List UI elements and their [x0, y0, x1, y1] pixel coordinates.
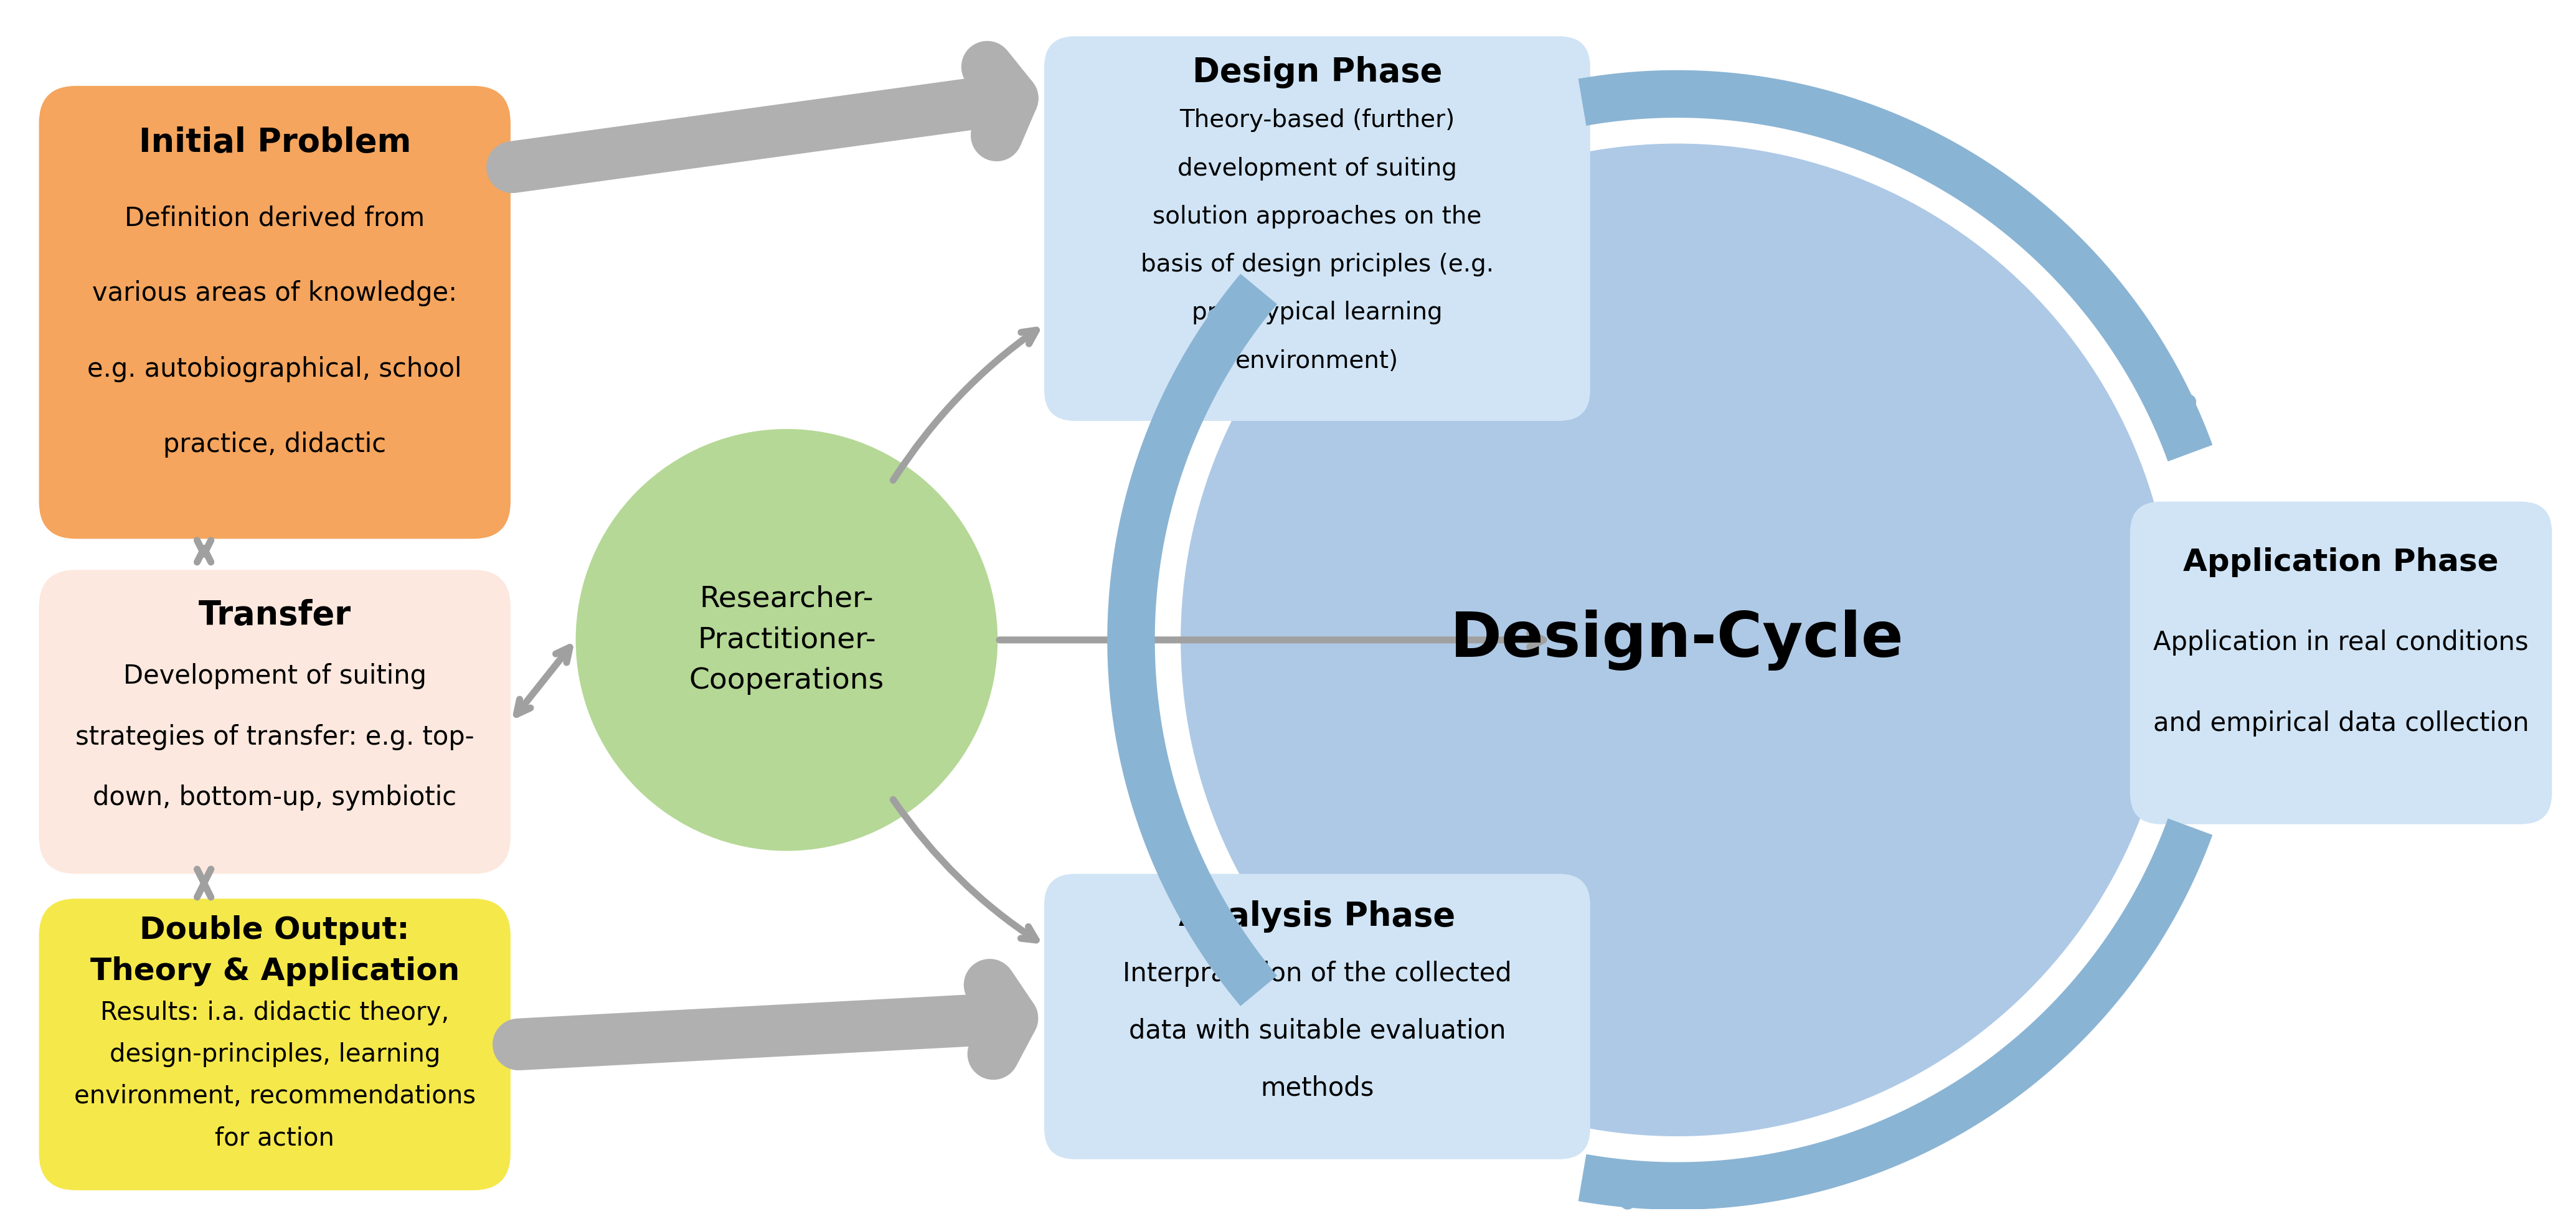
Text: for action: for action: [214, 1126, 335, 1150]
Text: strategies of transfer: e.g. top-: strategies of transfer: e.g. top-: [75, 724, 474, 750]
Text: e.g. autobiographical, school: e.g. autobiographical, school: [88, 356, 461, 381]
Text: Transfer: Transfer: [198, 599, 350, 632]
Text: Theory-based (further): Theory-based (further): [1180, 109, 1455, 132]
Text: Initial Problem: Initial Problem: [139, 126, 412, 159]
Text: Analysis Phase: Analysis Phase: [1180, 901, 1455, 932]
Text: Double Output:: Double Output:: [139, 916, 410, 945]
Text: practice, didactic: practice, didactic: [162, 431, 386, 458]
FancyBboxPatch shape: [2130, 501, 2553, 825]
FancyBboxPatch shape: [39, 899, 510, 1190]
Text: down, bottom-up, symbiotic: down, bottom-up, symbiotic: [93, 785, 456, 811]
Text: prototypical learning: prototypical learning: [1193, 300, 1443, 325]
Text: Development of suiting: Development of suiting: [124, 664, 428, 689]
Text: Application Phase: Application Phase: [2184, 547, 2499, 576]
Text: design-principles, learning: design-principles, learning: [108, 1043, 440, 1067]
FancyBboxPatch shape: [39, 570, 510, 874]
Text: Design Phase: Design Phase: [1193, 56, 1443, 88]
Text: Application in real conditions: Application in real conditions: [2154, 630, 2530, 656]
Text: various areas of knowledge:: various areas of knowledge:: [93, 281, 456, 306]
Text: and empirical data collection: and empirical data collection: [2154, 711, 2530, 736]
Text: development of suiting: development of suiting: [1177, 156, 1458, 180]
Text: environment): environment): [1236, 349, 1399, 373]
Text: methods: methods: [1260, 1075, 1373, 1101]
FancyBboxPatch shape: [1043, 36, 1589, 421]
FancyBboxPatch shape: [39, 86, 510, 539]
Text: Definition derived from: Definition derived from: [124, 205, 425, 231]
Text: Interpratation of the collected: Interpratation of the collected: [1123, 960, 1512, 987]
FancyBboxPatch shape: [1043, 874, 1589, 1159]
Text: basis of design priciples (e.g.: basis of design priciples (e.g.: [1141, 253, 1494, 276]
Text: environment, recommendations: environment, recommendations: [75, 1084, 477, 1109]
Ellipse shape: [574, 429, 997, 851]
Text: Researcher-
Practitioner-
Cooperations: Researcher- Practitioner- Cooperations: [690, 585, 884, 695]
Circle shape: [1180, 144, 2174, 1136]
Text: solution approaches on the: solution approaches on the: [1151, 205, 1481, 229]
Text: Results: i.a. didactic theory,: Results: i.a. didactic theory,: [100, 1000, 448, 1026]
Text: Theory & Application: Theory & Application: [90, 957, 459, 987]
Text: Design-Cycle: Design-Cycle: [1450, 609, 1904, 671]
Text: data with suitable evaluation: data with suitable evaluation: [1128, 1017, 1507, 1044]
